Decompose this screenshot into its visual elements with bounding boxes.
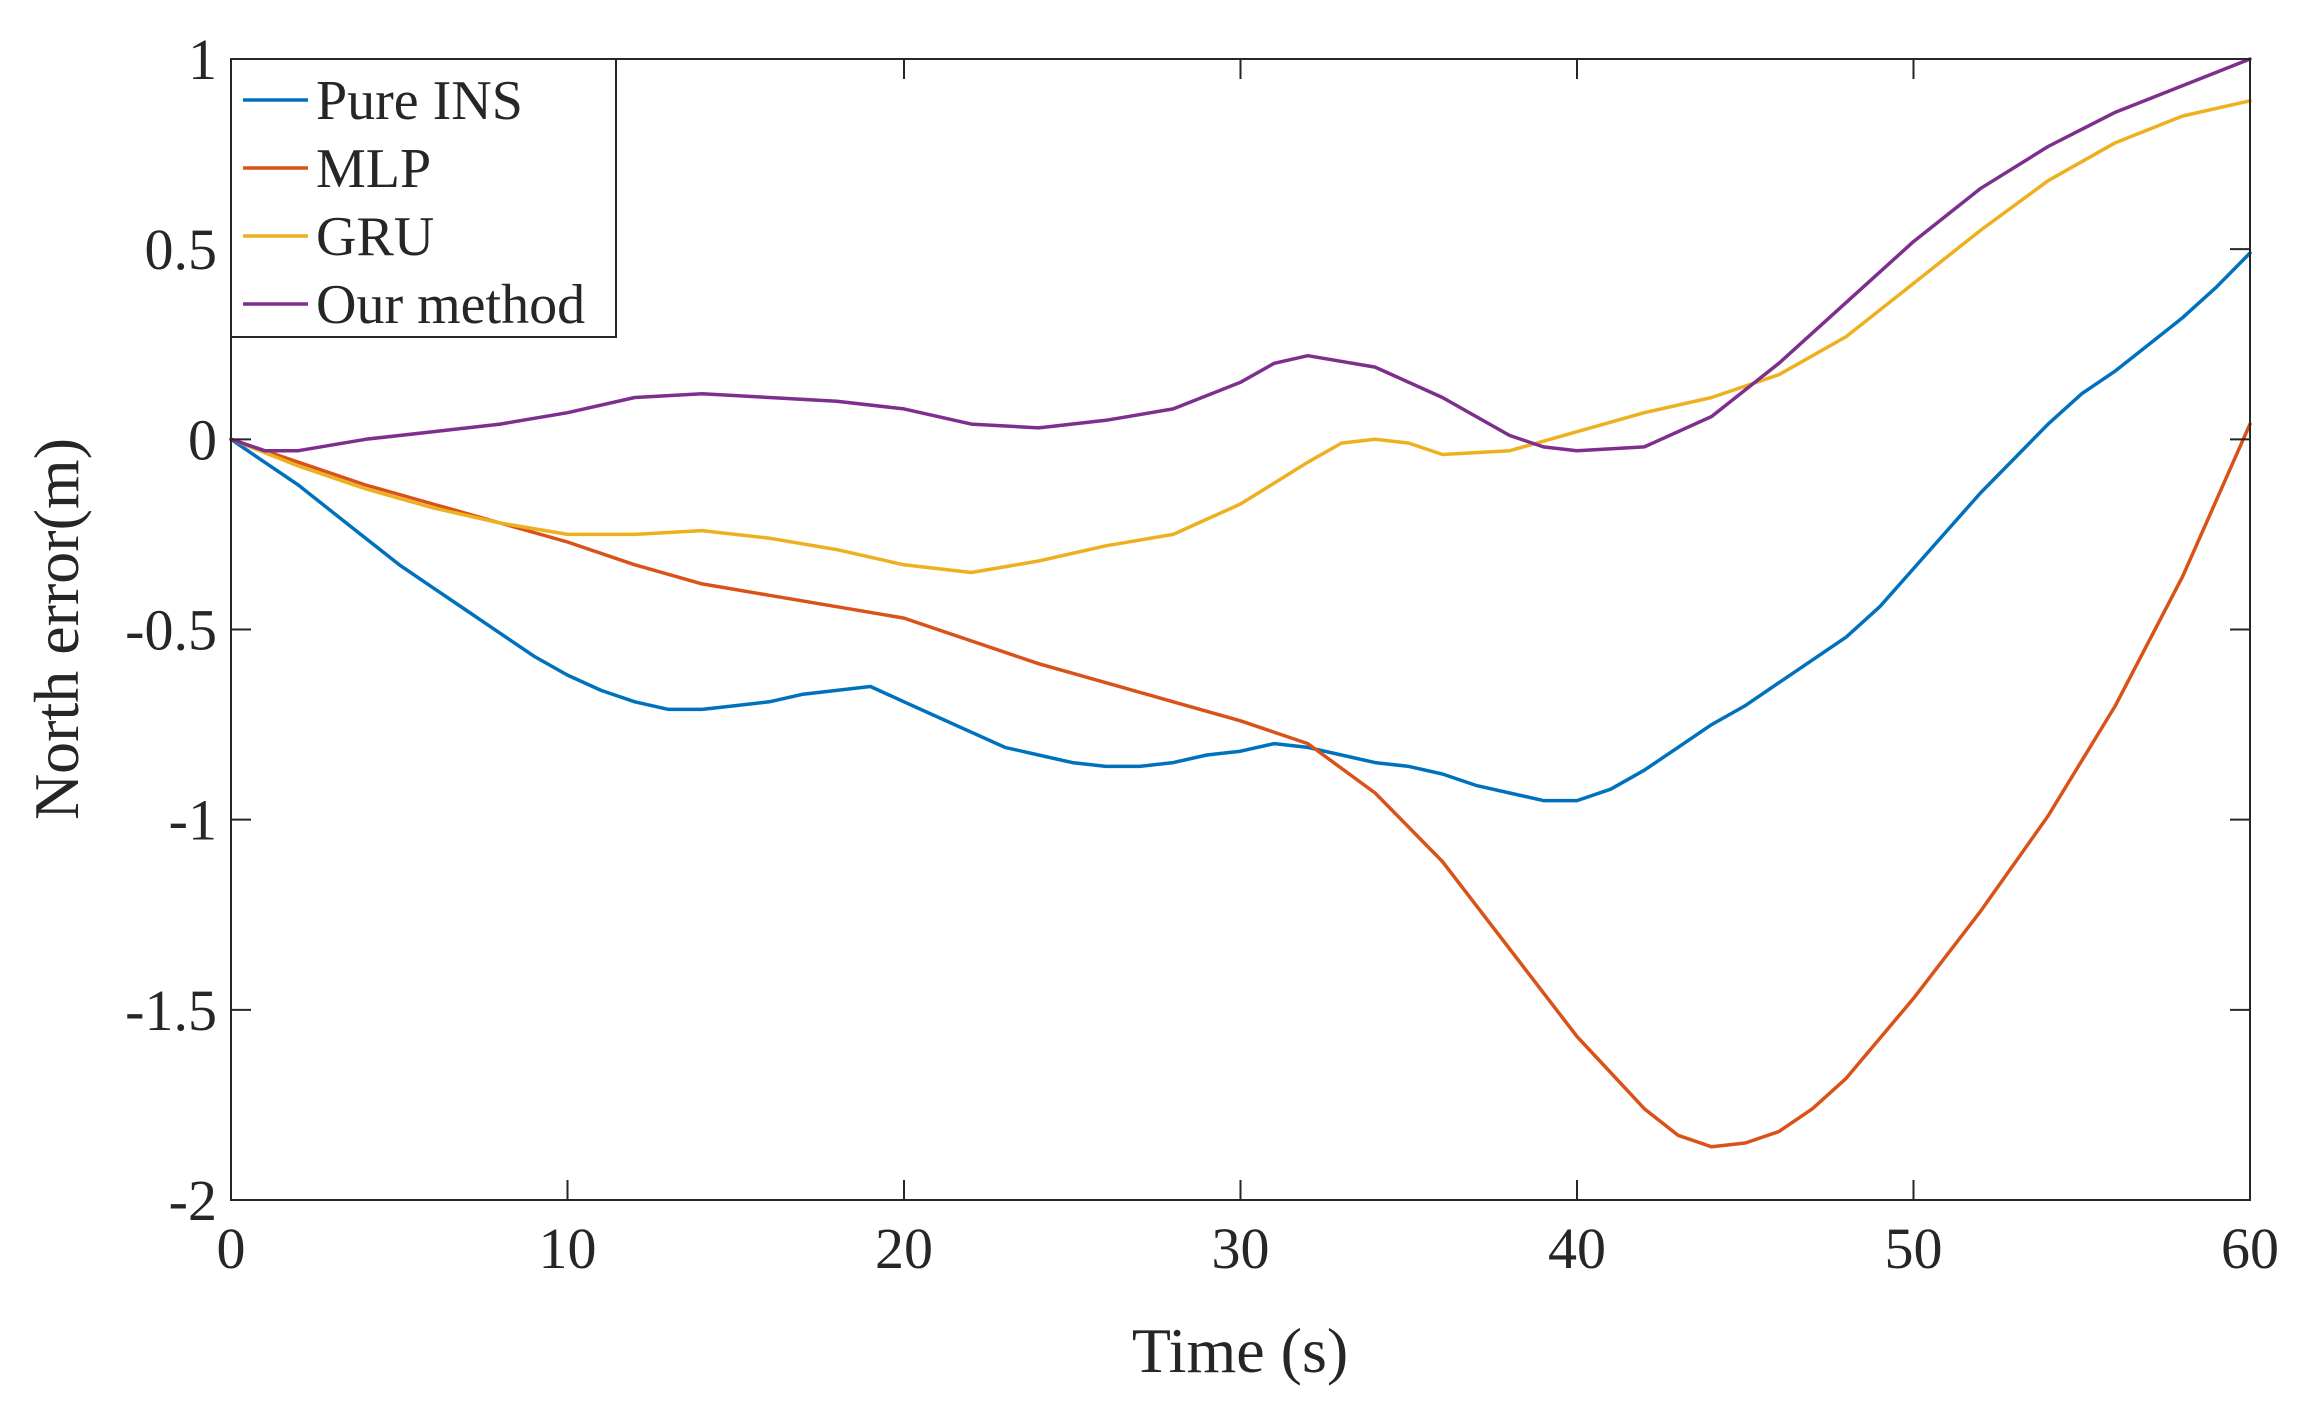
x-tick-label: 10 [539,1216,597,1281]
series-line-0 [229,251,2252,803]
y-tick-label: -1 [169,788,217,853]
legend-label-0: Pure INS [316,70,523,132]
x-tick-label: 30 [1212,1216,1270,1281]
y-tick-label: 0.5 [145,217,218,282]
y-tick-label: -0.5 [125,598,217,663]
x-tick-label: 50 [1885,1216,1943,1281]
x-tick-label: 0 [217,1216,246,1281]
axis-tick-labels: 0 10 20 30 40 50 60 -2 -1.5 -1 -0.5 0 0.5 1 [125,27,2279,1281]
series-line-2 [229,99,2252,575]
legend-label-2: GRU [316,206,434,268]
y-tick-label: 1 [188,27,217,92]
x-axis-label: Time (s) [1132,1315,1348,1386]
y-axis-label: North error(m) [21,438,92,820]
legend-label-1: MLP [316,138,431,200]
x-tick-label: 40 [1548,1216,1606,1281]
y-tick-label: -1.5 [125,978,217,1043]
axis-ticks [230,58,2251,1201]
y-tick-label: -2 [169,1168,217,1233]
legend-box [230,58,617,338]
series-line-1 [229,422,2252,1149]
x-tick-label: 60 [2221,1216,2279,1281]
plot-lines [229,57,2252,1149]
legend-label-3: Our method [316,274,585,336]
series-line-3 [229,57,2252,453]
y-tick-label: 0 [188,407,217,472]
x-tick-label: 20 [875,1216,933,1281]
